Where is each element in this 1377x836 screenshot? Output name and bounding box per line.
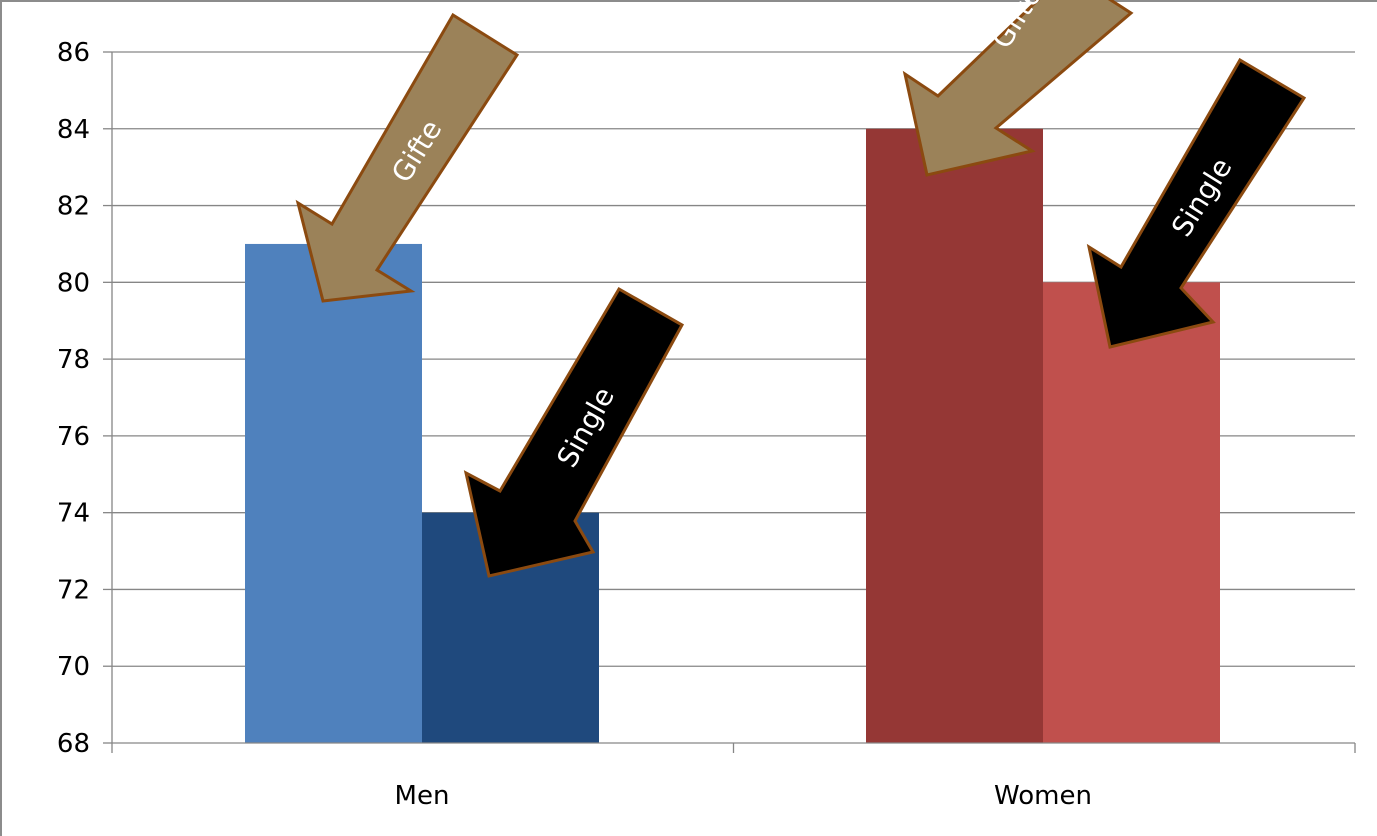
arrow-single-women — [1086, 57, 1307, 349]
y-tick-label: 84 — [57, 115, 90, 145]
y-tick-label: 72 — [57, 575, 90, 605]
y-tick-label: 80 — [57, 268, 90, 298]
x-axis-tick-labels: Men Women — [395, 781, 1092, 811]
y-tick-label: 86 — [57, 38, 90, 68]
y-tick-label: 74 — [57, 499, 90, 529]
axes — [103, 51, 1356, 753]
arrow-gifte-women — [902, 0, 1134, 177]
y-tick-label: 70 — [57, 652, 90, 682]
arrow-single-men — [463, 286, 685, 578]
y-tick-label: 76 — [57, 422, 90, 452]
bars — [245, 128, 1220, 743]
arrow-gifte-men — [295, 12, 520, 303]
x-tick-label: Women — [994, 781, 1092, 811]
y-tick-label: 68 — [57, 729, 90, 759]
bar-women-2 — [1043, 282, 1220, 743]
x-tick-label: Men — [395, 781, 450, 811]
bar-women-1 — [866, 128, 1043, 743]
y-tick-label: 78 — [57, 345, 90, 375]
y-tick-label: 82 — [57, 192, 90, 222]
y-axis-tick-labels: 86 84 82 80 78 76 74 72 70 68 — [57, 38, 90, 759]
bar-men-1 — [245, 243, 422, 743]
